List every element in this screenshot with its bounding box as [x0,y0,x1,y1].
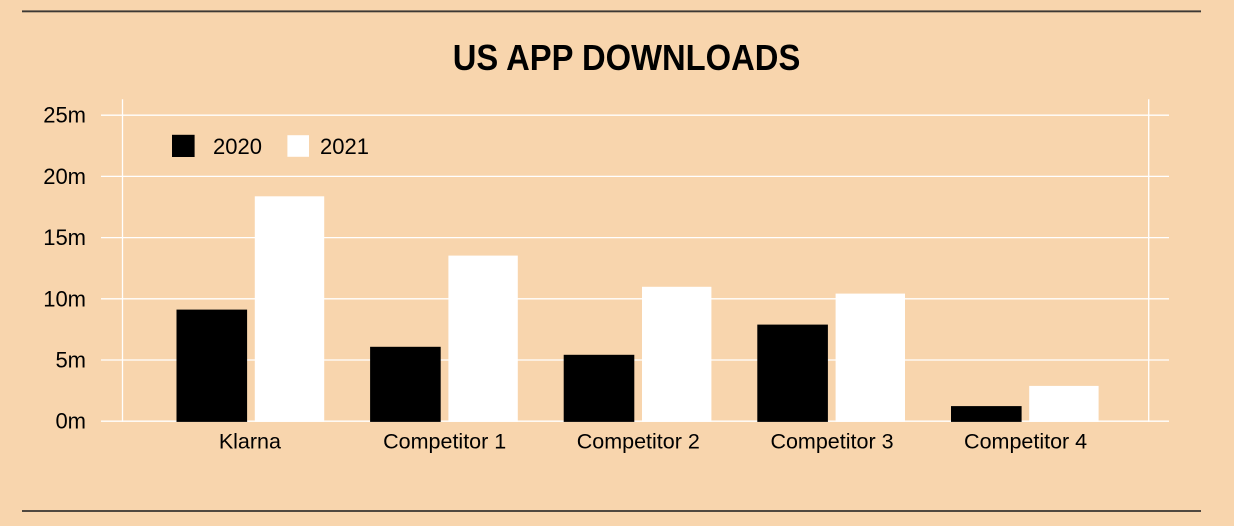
svg-text:15m: 15m [43,225,86,250]
svg-text:5m: 5m [55,348,86,373]
svg-text:Competitor 1: Competitor 1 [383,429,506,453]
svg-text:0m: 0m [55,409,86,434]
svg-text:Competitor 3: Competitor 3 [770,429,893,453]
svg-text:10m: 10m [43,286,86,311]
svg-text:25m: 25m [43,103,86,128]
svg-text:US APP DOWNLOADS: US APP DOWNLOADS [453,39,801,79]
svg-text:2020: 2020 [213,134,262,159]
svg-text:Competitor 4: Competitor 4 [964,429,1087,453]
svg-text:2021: 2021 [320,134,369,159]
svg-text:20m: 20m [43,164,86,189]
svg-text:Klarna: Klarna [219,429,281,453]
svg-text:Competitor 2: Competitor 2 [577,429,700,453]
